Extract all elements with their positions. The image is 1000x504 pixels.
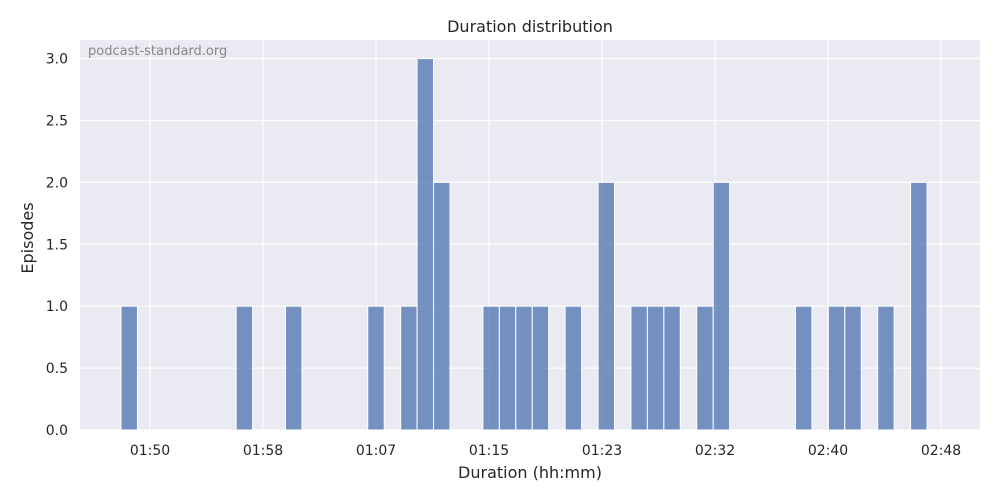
- y-tick-label: 2.0: [46, 175, 68, 191]
- histogram-bar: [433, 181, 451, 431]
- y-tick-label: 3.0: [46, 52, 68, 68]
- histogram-bar: [910, 181, 928, 431]
- histogram-bar: [416, 58, 435, 431]
- histogram-bar: [794, 305, 813, 431]
- histogram-bar: [285, 305, 303, 431]
- histogram-bar: [597, 181, 615, 431]
- y-tick-label: 0.0: [46, 423, 68, 439]
- y-tick-label: 0.5: [46, 361, 68, 377]
- histogram-bar: [235, 305, 254, 431]
- y-tick-label: 2.5: [46, 113, 68, 129]
- histogram-bar: [400, 305, 418, 431]
- histogram-bar: [367, 305, 385, 431]
- chart-title: Duration distribution: [447, 17, 613, 36]
- histogram-bar: [877, 305, 895, 431]
- x-tick-label: 02:48: [921, 443, 961, 459]
- histogram-bar: [482, 305, 500, 431]
- x-axis-ticks: 01:50 01:58 01:07 01:15 01:23 02:32 02:40 02:48: [130, 443, 961, 459]
- x-tick-label: 01:58: [243, 443, 283, 459]
- y-axis-label: Episodes: [18, 202, 37, 273]
- histogram-bar: [646, 305, 665, 431]
- x-tick-label: 01:50: [130, 443, 170, 459]
- x-tick-label: 01:07: [356, 443, 396, 459]
- watermark: podcast-standard.org: [88, 44, 227, 59]
- x-tick-label: 02:40: [808, 443, 848, 459]
- histogram-bar: [630, 305, 648, 431]
- histogram-bar: [663, 305, 681, 431]
- bars: [120, 58, 928, 431]
- histogram-bar: [120, 305, 138, 431]
- histogram-bar: [827, 305, 846, 431]
- x-tick-label: 01:23: [582, 443, 622, 459]
- histogram-bar: [498, 305, 517, 431]
- histogram-bar: [515, 305, 533, 431]
- histogram-bar: [844, 305, 862, 431]
- y-axis-ticks: 0.0 0.5 1.0 1.5 2.0 2.5 3.0: [46, 52, 68, 439]
- y-tick-label: 1.0: [46, 299, 68, 315]
- histogram-bar: [696, 305, 714, 431]
- x-tick-label: 01:15: [469, 443, 509, 459]
- x-tick-label: 02:32: [695, 443, 735, 459]
- histogram-bar: [531, 305, 550, 431]
- histogram-bar: [712, 181, 731, 431]
- histogram-bar: [564, 305, 583, 431]
- y-tick-label: 1.5: [46, 237, 68, 253]
- x-axis-label: Duration (hh:mm): [458, 463, 602, 482]
